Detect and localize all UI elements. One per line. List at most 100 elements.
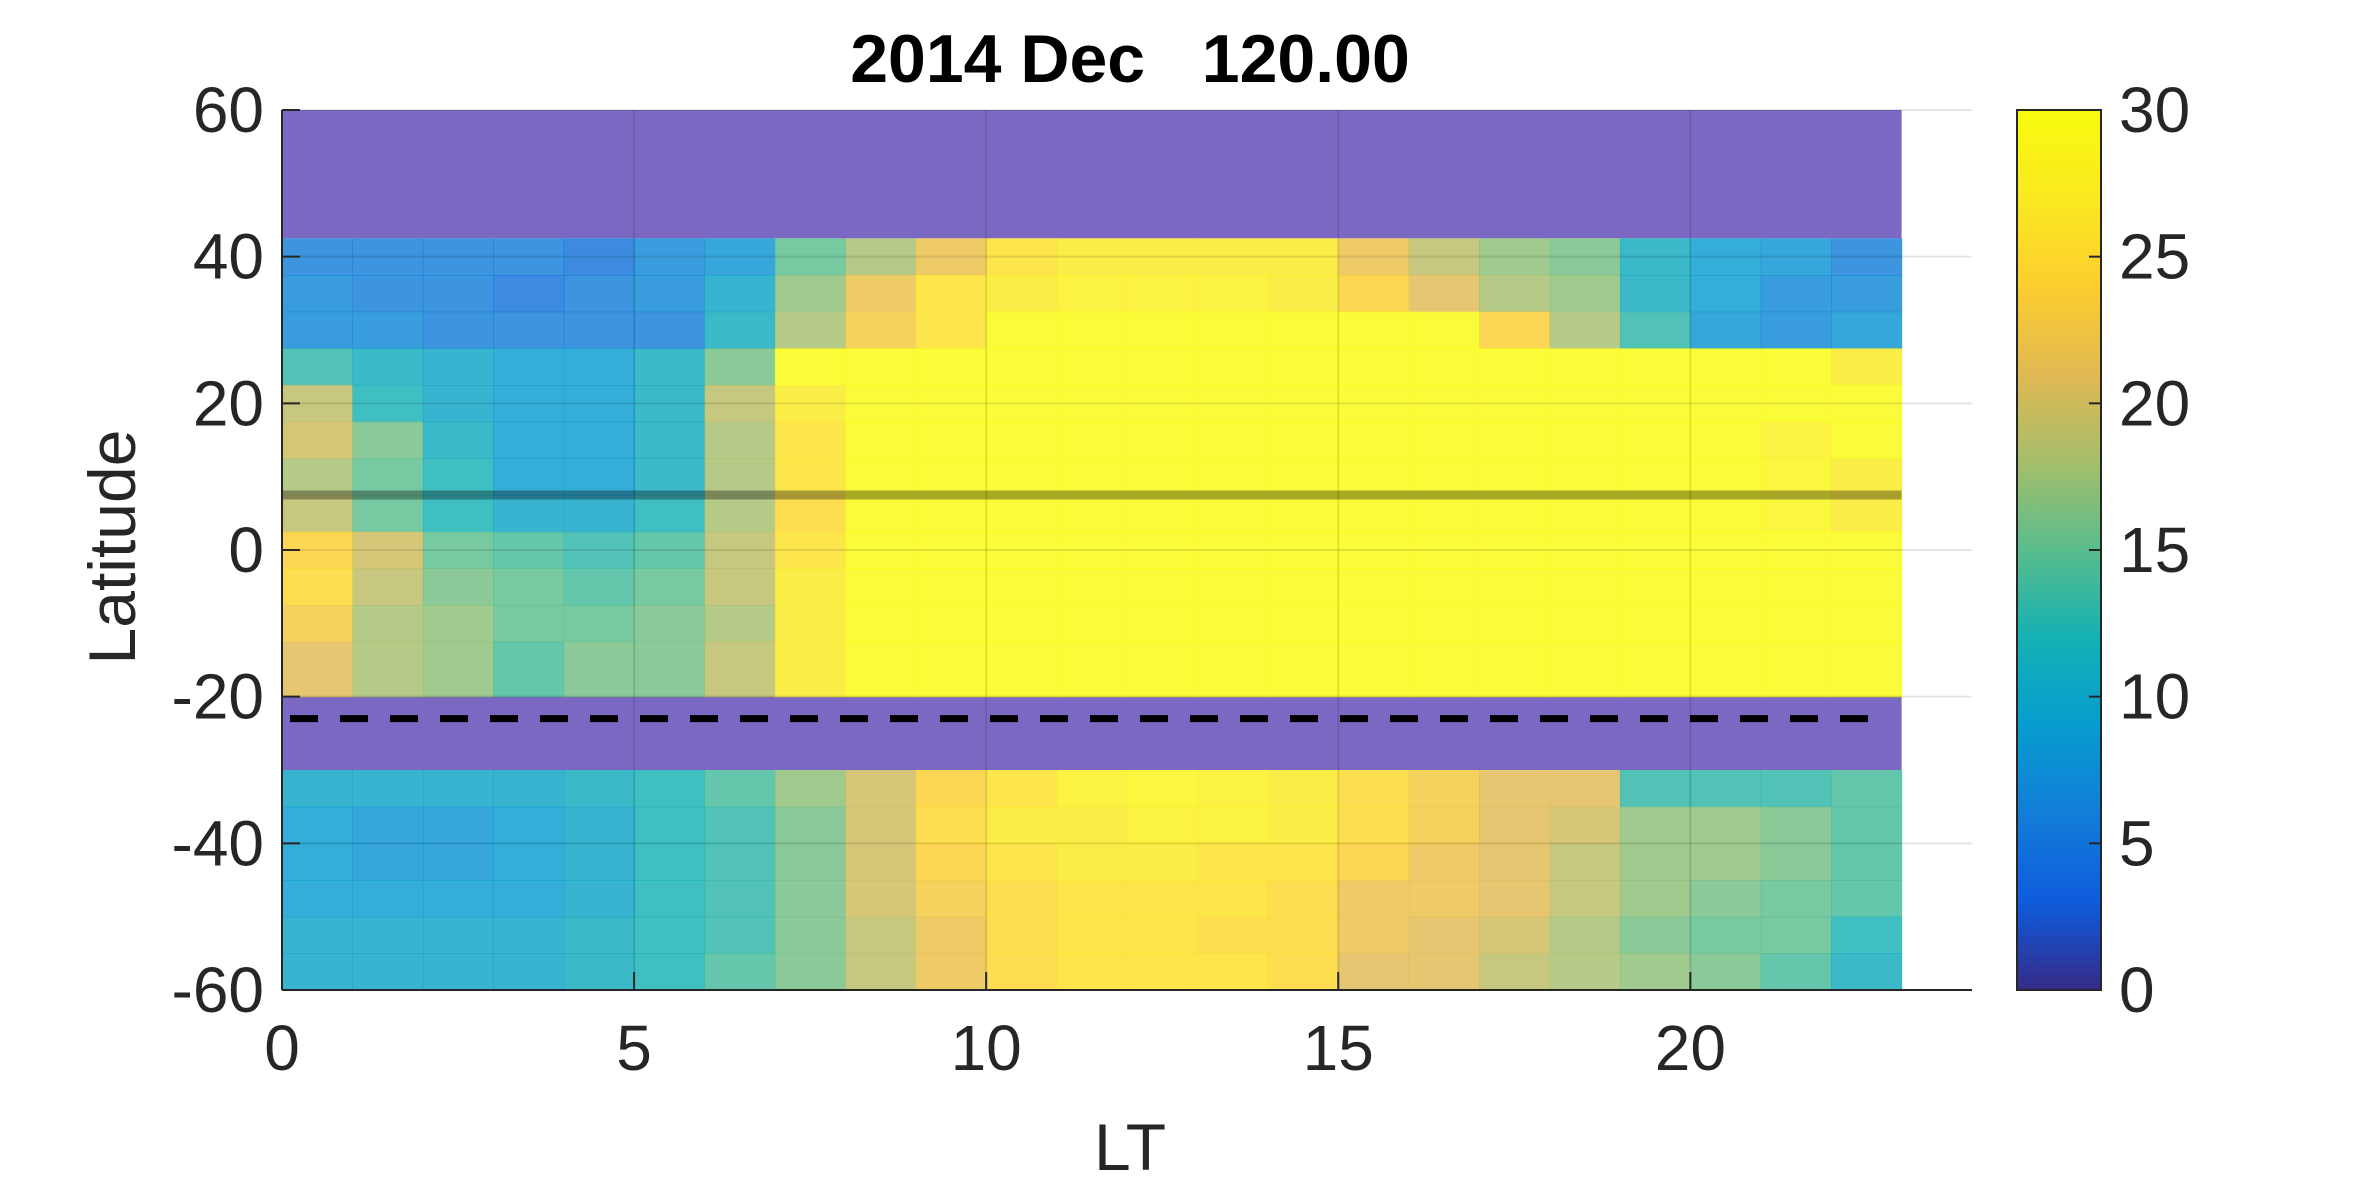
- heatmap-cell: [422, 531, 494, 569]
- x-tick-label: 5: [616, 1012, 652, 1084]
- heatmap-cell: [563, 843, 635, 881]
- heatmap-cell: [704, 953, 776, 991]
- heatmap-cell: [282, 843, 354, 881]
- heatmap-cell: [1127, 495, 1199, 533]
- heatmap-cell: [1831, 770, 1903, 808]
- heatmap-cell: [1760, 880, 1832, 918]
- no-data-band: [282, 110, 1902, 239]
- heatmap-cell: [1831, 531, 1903, 569]
- heatmap-cell: [845, 953, 917, 991]
- heatmap-cell: [1549, 605, 1621, 643]
- heatmap-cell: [493, 311, 565, 349]
- heatmap-cell: [1760, 568, 1832, 606]
- heatmap-cell: [1479, 880, 1551, 918]
- heatmap-cell: [1760, 421, 1832, 459]
- heatmap-cell: [282, 275, 354, 313]
- heatmap-cell: [1267, 275, 1339, 313]
- x-tick-label: 20: [1655, 1012, 1726, 1084]
- heatmap-cell: [1267, 641, 1339, 698]
- y-tick-label: 60: [193, 74, 264, 146]
- heatmap-cell: [1267, 880, 1339, 918]
- heatmap-cell: [1338, 806, 1410, 844]
- heatmap-cell: [986, 275, 1058, 313]
- heatmap-cell: [493, 568, 565, 606]
- heatmap-cell: [352, 531, 424, 569]
- heatmap-cell: [422, 806, 494, 844]
- heatmap-cell: [845, 275, 917, 313]
- heatmap-cell: [1197, 916, 1269, 954]
- heatmap-cell: [1760, 385, 1832, 423]
- colorbar-tick-label: 20: [2119, 367, 2190, 439]
- heatmap-cell: [1408, 641, 1480, 698]
- heatmap-cell: [1479, 641, 1551, 698]
- heatmap-cell: [1056, 348, 1128, 386]
- heatmap-cell: [493, 916, 565, 954]
- heatmap-cell: [1619, 770, 1691, 808]
- heatmap-cell: [634, 806, 706, 844]
- heatmap-cell: [282, 421, 354, 459]
- heatmap-cell: [1619, 605, 1691, 643]
- heatmap-cell: [1267, 348, 1339, 386]
- heatmap-cell: [634, 311, 706, 349]
- heatmap-cell: [1408, 275, 1480, 313]
- heatmap-cell: [493, 770, 565, 808]
- heatmap-cell: [1338, 843, 1410, 881]
- heatmap-cell: [422, 385, 494, 423]
- heatmap-cell: [1831, 348, 1903, 386]
- heatmap-cell: [1831, 275, 1903, 313]
- heatmap-cell: [1267, 843, 1339, 881]
- heatmap-cell: [1197, 880, 1269, 918]
- heatmap-cell: [563, 348, 635, 386]
- heatmap-cell: [1619, 458, 1691, 496]
- heatmap-cell: [1549, 495, 1621, 533]
- heatmap-cell: [1831, 458, 1903, 496]
- heatmap-cell: [1267, 568, 1339, 606]
- heatmap-cell: [1831, 385, 1903, 423]
- heatmap-cell: [493, 238, 565, 276]
- heatmap-cell: [1267, 531, 1339, 569]
- heatmap-cell: [774, 531, 846, 569]
- heatmap-cell: [1831, 238, 1903, 276]
- colorbar-tick-label: 5: [2119, 807, 2155, 879]
- heatmap-cell: [1619, 421, 1691, 459]
- heatmap-cell: [1760, 605, 1832, 643]
- heatmap-cell: [1831, 605, 1903, 643]
- heatmap-cell: [845, 238, 917, 276]
- heatmap-cell: [704, 641, 776, 698]
- overlay-lines: [282, 490, 1902, 723]
- heatmap-cell: [774, 458, 846, 496]
- colorbar-tick-label: 25: [2119, 221, 2190, 293]
- heatmap-cell: [1831, 311, 1903, 349]
- heatmap-cell: [493, 843, 565, 881]
- heatmap-cell: [634, 843, 706, 881]
- axes: 0 5 10 15 20 60 40 20 0 -20 -40 -60: [172, 74, 1972, 1084]
- heatmap-cell: [1479, 953, 1551, 991]
- heatmap-cell: [986, 568, 1058, 606]
- heatmap-cell: [1408, 806, 1480, 844]
- heatmap-cell: [1831, 880, 1903, 918]
- heatmap-cell: [493, 531, 565, 569]
- heatmap-cell: [1197, 385, 1269, 423]
- heatmap-cell: [1056, 605, 1128, 643]
- heatmap-cell: [704, 275, 776, 313]
- heatmap-cell: [845, 458, 917, 496]
- heatmap-cell: [1127, 275, 1199, 313]
- heatmap-cell: [1408, 953, 1480, 991]
- heatmap-cell: [1338, 916, 1410, 954]
- chart-title: 2014 Dec 120.00: [850, 21, 1410, 97]
- heatmap-cell: [915, 568, 987, 606]
- heatmap-cell: [1127, 843, 1199, 881]
- heatmap-cell: [634, 916, 706, 954]
- heatmap-cell: [634, 385, 706, 423]
- heatmap-cell: [634, 880, 706, 918]
- heatmap-cell: [1831, 843, 1903, 881]
- heatmap-cell: [634, 953, 706, 991]
- heatmap-cell: [986, 880, 1058, 918]
- heatmap-cell: [915, 421, 987, 459]
- heatmap-cell: [1408, 495, 1480, 533]
- heatmap-cell: [422, 348, 494, 386]
- colorbar-tick-label: 15: [2119, 514, 2190, 586]
- heatmap-cell: [1690, 421, 1762, 459]
- heatmap-cell: [422, 238, 494, 276]
- heatmap-cell: [1479, 531, 1551, 569]
